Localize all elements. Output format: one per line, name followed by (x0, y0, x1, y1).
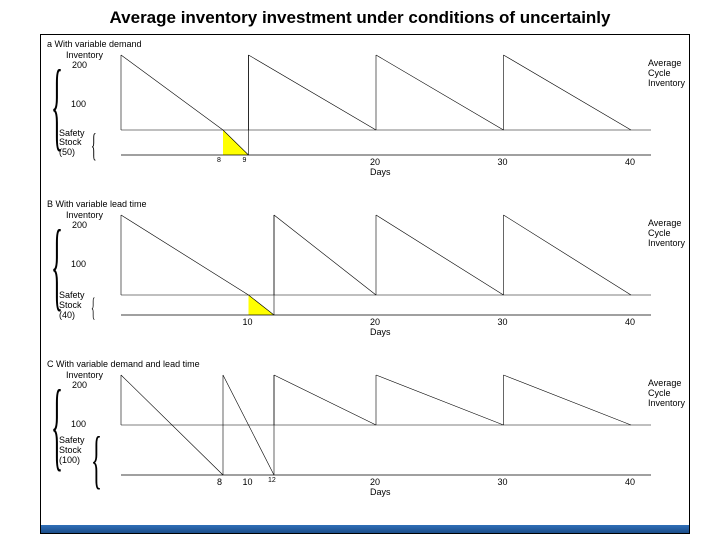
x-tick-label: 10 (243, 477, 253, 487)
chart-svg (41, 357, 691, 517)
panel-b: B With variable lead time{Inventory20010… (41, 197, 691, 357)
x-tick-label: 40 (625, 317, 635, 327)
x-tick-label: 30 (498, 157, 508, 167)
x-tick-label: 9 (243, 157, 247, 164)
x-tick-label: 20 (370, 157, 380, 167)
x-tick-label: 20 (370, 317, 380, 327)
x-tick-label: 8 (217, 157, 221, 164)
panel-a: a With variable demand{Inventory200100{S… (41, 37, 691, 197)
diagram-frame: a With variable demand{Inventory200100{S… (40, 34, 690, 534)
x-tick-label: 30 (498, 317, 508, 327)
x-tick-label: 20 (370, 477, 380, 487)
days-label: Days (370, 327, 391, 337)
panel-c: C With variable demand and lead time{Inv… (41, 357, 691, 517)
footer-band (41, 525, 689, 533)
x-tick-label: 30 (498, 477, 508, 487)
x-tick-label: 12 (268, 477, 276, 484)
x-tick-label: 40 (625, 157, 635, 167)
x-tick-label: 40 (625, 477, 635, 487)
x-tick-label: 10 (243, 317, 253, 327)
x-tick-label: 8 (217, 477, 222, 487)
chart-svg (41, 37, 691, 197)
days-label: Days (370, 167, 391, 177)
days-label: Days (370, 487, 391, 497)
page-title: Average inventory investment under condi… (0, 0, 720, 32)
chart-svg (41, 197, 691, 357)
